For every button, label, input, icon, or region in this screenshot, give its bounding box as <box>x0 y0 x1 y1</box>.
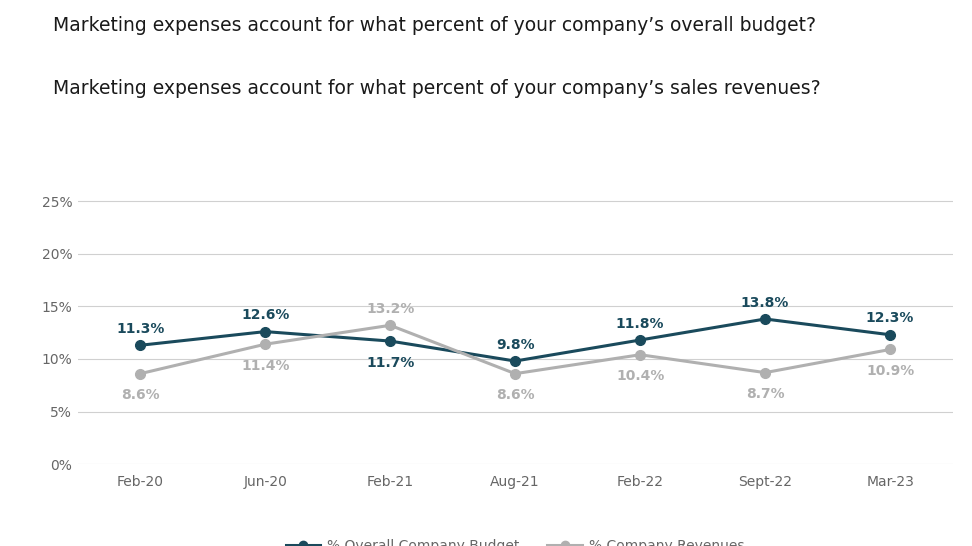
% Overall Company Budget <box>384 338 396 345</box>
Text: 9.8%: 9.8% <box>496 337 535 352</box>
% Company Revenues <box>635 352 646 358</box>
% Overall Company Budget <box>260 328 271 335</box>
% Overall Company Budget <box>635 337 646 343</box>
% Company Revenues <box>759 369 771 376</box>
% Company Revenues <box>885 346 896 353</box>
Text: 8.6%: 8.6% <box>121 388 159 402</box>
Text: 13.8%: 13.8% <box>741 295 789 310</box>
Text: 10.4%: 10.4% <box>616 370 664 383</box>
Line: % Company Revenues: % Company Revenues <box>135 321 895 378</box>
Text: 12.6%: 12.6% <box>241 308 290 322</box>
Line: % Overall Company Budget: % Overall Company Budget <box>135 314 895 366</box>
% Company Revenues <box>260 341 271 347</box>
Text: 8.7%: 8.7% <box>746 387 784 401</box>
% Company Revenues <box>509 370 521 377</box>
Text: Marketing expenses account for what percent of your company’s overall budget?: Marketing expenses account for what perc… <box>53 16 816 35</box>
Text: 11.3%: 11.3% <box>116 322 164 336</box>
Text: 12.3%: 12.3% <box>866 311 915 325</box>
Text: 11.4%: 11.4% <box>241 359 290 373</box>
% Overall Company Budget <box>134 342 146 348</box>
Text: 8.6%: 8.6% <box>496 388 535 402</box>
% Overall Company Budget <box>885 331 896 338</box>
% Overall Company Budget <box>509 358 521 364</box>
Legend: % Overall Company Budget, % Company Revenues: % Overall Company Budget, % Company Reve… <box>280 533 750 546</box>
% Company Revenues <box>384 322 396 329</box>
Text: 11.7%: 11.7% <box>366 356 414 370</box>
Text: 11.8%: 11.8% <box>616 317 665 330</box>
% Overall Company Budget <box>759 316 771 322</box>
Text: Marketing expenses account for what percent of your company’s sales revenues?: Marketing expenses account for what perc… <box>53 79 821 98</box>
Text: 13.2%: 13.2% <box>366 302 414 316</box>
% Company Revenues <box>134 370 146 377</box>
Text: 10.9%: 10.9% <box>866 364 915 378</box>
